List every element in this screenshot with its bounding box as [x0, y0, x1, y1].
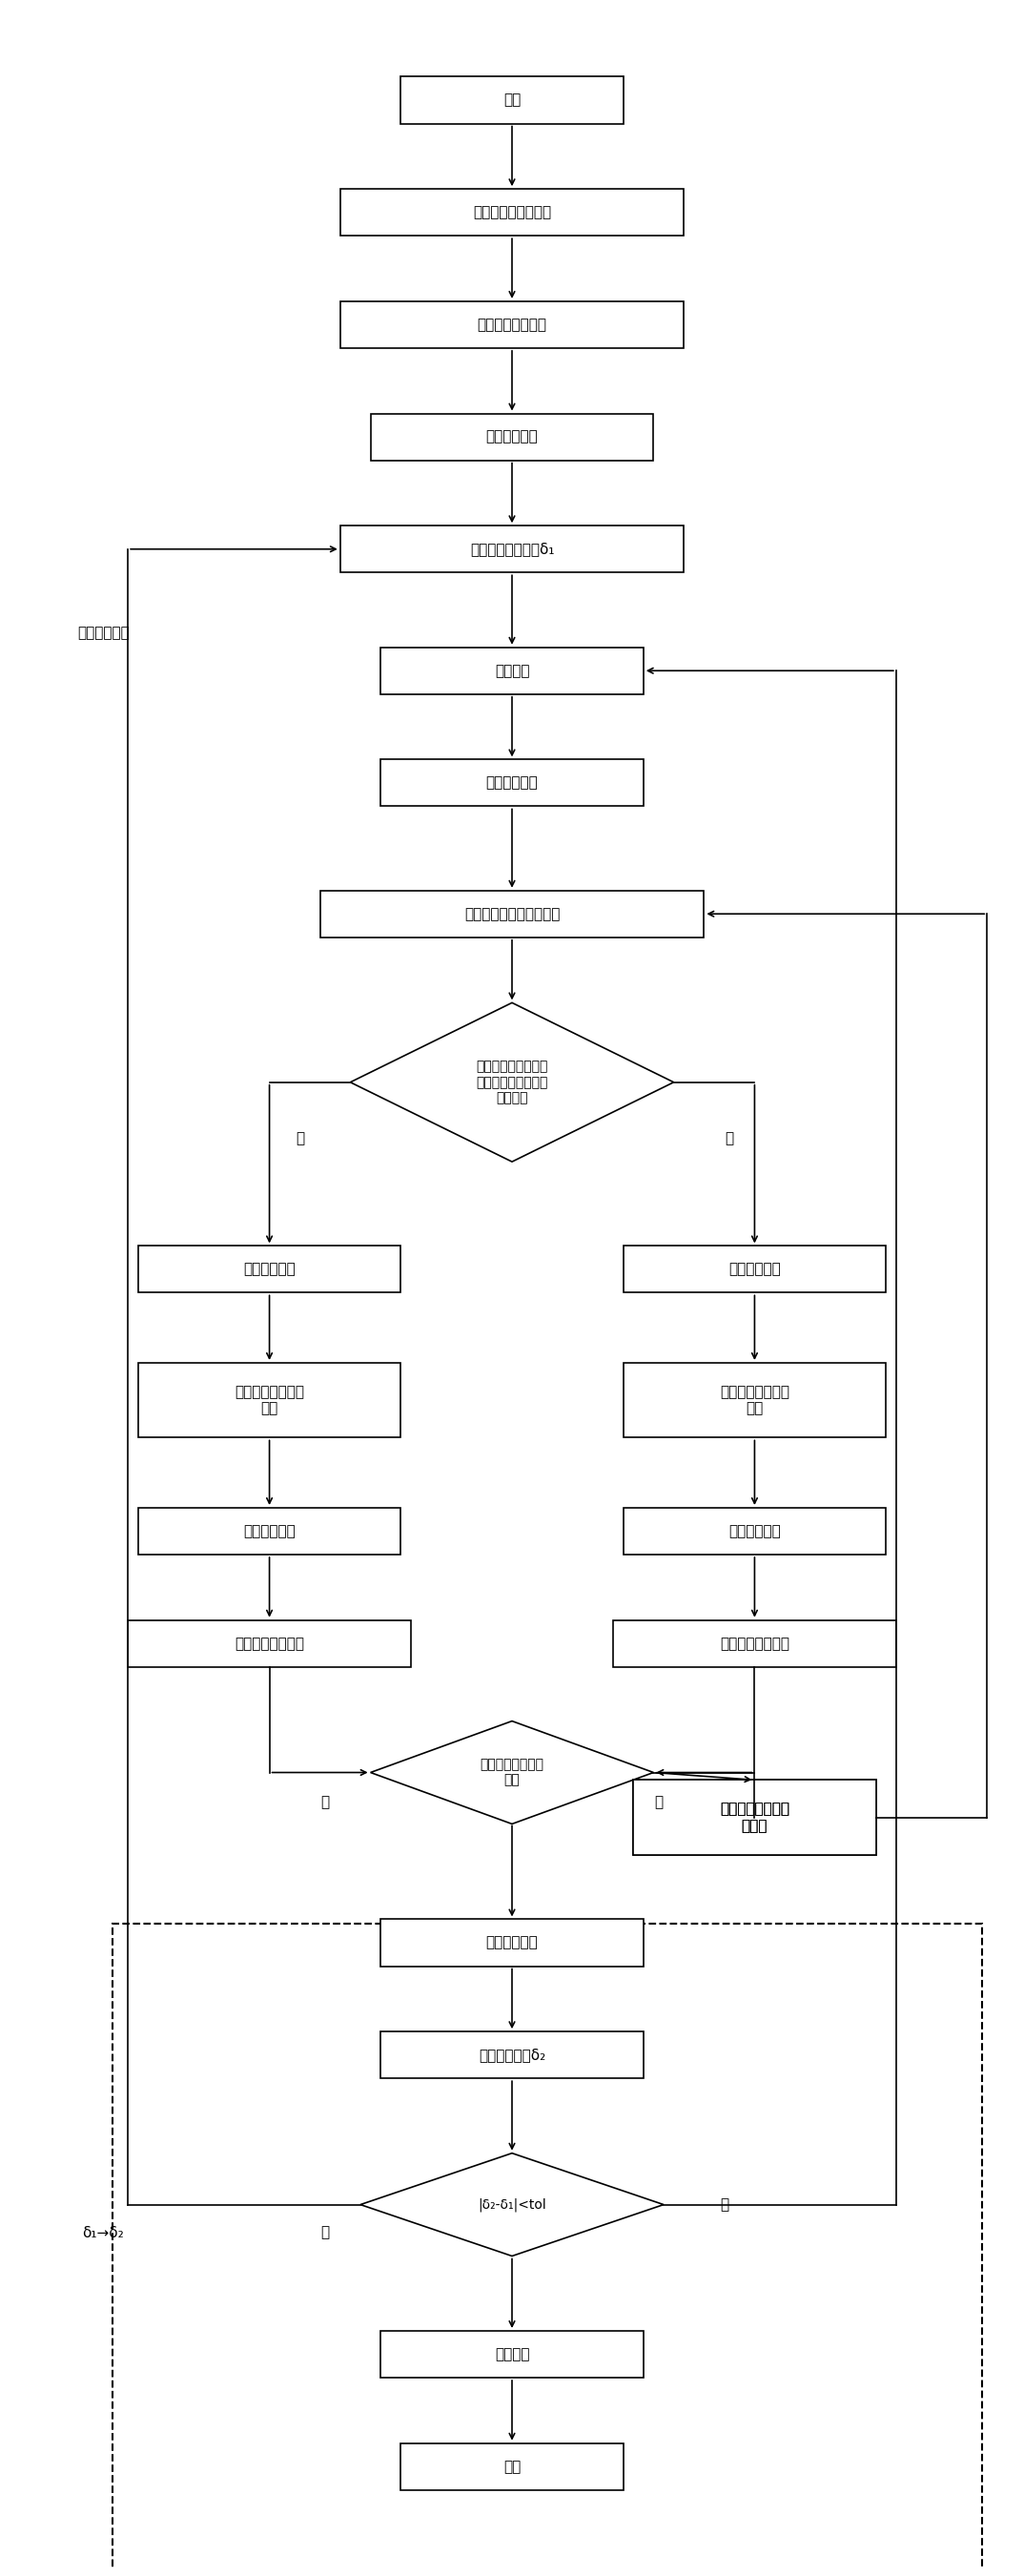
FancyBboxPatch shape	[340, 188, 684, 237]
FancyBboxPatch shape	[340, 301, 684, 348]
Text: 是: 是	[295, 1131, 304, 1146]
Text: 设置弹簧法向刚度: 设置弹簧法向刚度	[720, 1636, 790, 1651]
FancyBboxPatch shape	[371, 415, 653, 461]
Text: 计算固定时步: 计算固定时步	[486, 775, 538, 791]
FancyBboxPatch shape	[624, 1247, 886, 1293]
Text: 否: 否	[725, 1131, 733, 1146]
Text: 设置弹簧法向刚度: 设置弹簧法向刚度	[234, 1636, 304, 1651]
Text: 结束: 结束	[504, 2460, 520, 2473]
Text: 确定地层抗力: 确定地层抗力	[78, 626, 130, 641]
Text: 根据坐标判断弹簧
类型: 根据坐标判断弹簧 类型	[234, 1386, 304, 1417]
Text: 根据坐标判断弹簧
类型: 根据坐标判断弹簧 类型	[720, 1386, 790, 1417]
Polygon shape	[371, 1721, 653, 1824]
Text: 查看下一个弹簧法
向向量: 查看下一个弹簧法 向向量	[720, 1803, 790, 1834]
Text: 环缝弹簧单元: 环缝弹簧单元	[244, 1262, 296, 1278]
Text: 查看下一个弹簧法
向向量: 查看下一个弹簧法 向向量	[720, 1803, 790, 1834]
Text: |δ₂-δ₁|<tol: |δ₂-δ₁|<tol	[478, 2197, 546, 2213]
FancyBboxPatch shape	[381, 647, 643, 693]
Text: 查看弹簧应力: 查看弹簧应力	[244, 1525, 296, 1538]
FancyBboxPatch shape	[633, 1780, 876, 1855]
FancyBboxPatch shape	[381, 760, 643, 806]
Text: 设置完所有弹簧参
数？: 设置完所有弹簧参 数？	[480, 1757, 544, 1788]
Text: δ₁→δ₂: δ₁→δ₂	[82, 2226, 124, 2239]
Text: 是: 是	[321, 2226, 330, 2239]
Text: 提取水平变位δ₂: 提取水平变位δ₂	[478, 2048, 546, 2063]
FancyBboxPatch shape	[138, 1247, 400, 1293]
FancyBboxPatch shape	[400, 77, 624, 124]
Text: 否: 否	[654, 1795, 663, 1808]
Polygon shape	[350, 1002, 674, 1162]
Text: 计算平衡: 计算平衡	[495, 2347, 529, 2362]
FancyBboxPatch shape	[128, 1620, 411, 1667]
FancyBboxPatch shape	[624, 1507, 886, 1553]
Text: 是: 是	[321, 1795, 330, 1808]
FancyBboxPatch shape	[381, 2331, 643, 2378]
FancyBboxPatch shape	[400, 2442, 624, 2491]
Text: 开始: 开始	[504, 93, 520, 108]
Text: 设置边界条件: 设置边界条件	[486, 430, 538, 443]
Text: 配置管片和接头单元: 配置管片和接头单元	[473, 206, 551, 219]
FancyBboxPatch shape	[613, 1620, 896, 1667]
FancyBboxPatch shape	[138, 1363, 400, 1437]
FancyBboxPatch shape	[381, 1919, 643, 1965]
FancyBboxPatch shape	[633, 1780, 876, 1855]
FancyBboxPatch shape	[138, 1507, 400, 1553]
Text: 计算固定时步: 计算固定时步	[486, 1935, 538, 1950]
FancyBboxPatch shape	[319, 891, 705, 938]
Text: 否: 否	[720, 2197, 729, 2213]
Text: 设置初始弹簧刚度: 设置初始弹簧刚度	[477, 317, 547, 332]
Text: 施加荷载: 施加荷载	[495, 665, 529, 677]
Text: 纵缝弹簧单元: 纵缝弹簧单元	[728, 1262, 780, 1278]
Text: 通过法向向量的纵向
分量判断是否为环缝
弹簧单元: 通过法向向量的纵向 分量判断是否为环缝 弹簧单元	[476, 1061, 548, 1105]
Polygon shape	[360, 2154, 664, 2257]
FancyBboxPatch shape	[381, 2032, 643, 2079]
FancyBboxPatch shape	[340, 526, 684, 572]
Text: 查看弹簧应力: 查看弹簧应力	[728, 1525, 780, 1538]
FancyBboxPatch shape	[624, 1363, 886, 1437]
Text: 拟定初始水平变位δ₁: 拟定初始水平变位δ₁	[470, 541, 554, 556]
Text: 查看第一个弹簧法向向量: 查看第一个弹簧法向向量	[464, 907, 560, 922]
